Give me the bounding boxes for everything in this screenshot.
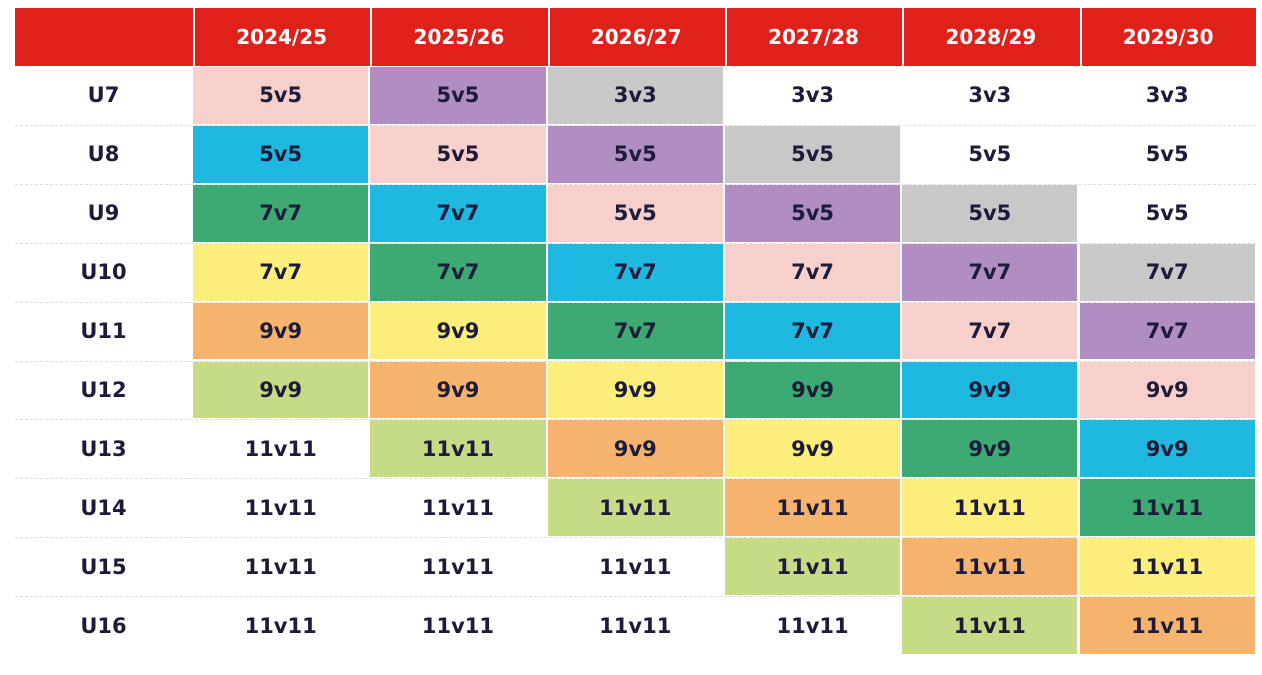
table-cell: 11v11 xyxy=(547,479,723,537)
table-cell: 5v5 xyxy=(193,67,369,124)
column-header: 2027/28 xyxy=(724,8,901,66)
table-cell: 9v9 xyxy=(902,361,1078,419)
row-separator xyxy=(15,183,1256,185)
column-header: 2029/30 xyxy=(1079,8,1255,66)
row-label: U9 xyxy=(87,201,120,226)
table-cell: 7v7 xyxy=(902,243,1078,301)
table-cell: 11v11 xyxy=(370,538,546,596)
table-cell: 5v5 xyxy=(547,184,723,242)
table-cell: 7v7 xyxy=(547,302,723,360)
table-cell: 11v11 xyxy=(370,597,546,654)
table-cell: 11v11 xyxy=(193,538,369,596)
table-cell: 11v11 xyxy=(370,479,546,537)
table-cell: 5v5 xyxy=(370,125,546,183)
table-cell: 7v7 xyxy=(724,302,901,360)
table-cell: 9v9 xyxy=(902,420,1078,478)
row-label: U10 xyxy=(80,260,127,285)
table-cell: 11v11 xyxy=(724,597,901,654)
table-cell: 7v7 xyxy=(902,302,1078,360)
table-cell: 11v11 xyxy=(193,420,369,478)
row-separator xyxy=(15,124,1256,126)
table-cell: 3v3 xyxy=(1079,67,1255,124)
row-label: U14 xyxy=(80,495,127,520)
column-header: 2025/26 xyxy=(370,8,546,66)
table-cell: 5v5 xyxy=(1079,184,1255,242)
table-cell: 9v9 xyxy=(370,302,546,360)
table-cell: 7v7 xyxy=(370,243,546,301)
table-cell: 5v5 xyxy=(370,67,546,124)
row-label: U8 xyxy=(87,142,120,167)
table-cell: 11v11 xyxy=(724,479,901,537)
table-cell: 11v11 xyxy=(1079,479,1255,537)
table-cell: 7v7 xyxy=(370,184,546,242)
row-label: U7 xyxy=(87,83,120,108)
row-separator xyxy=(15,360,1256,362)
table-cell: 7v7 xyxy=(193,184,369,242)
table-cell: 3v3 xyxy=(724,67,901,124)
table-cell: 11v11 xyxy=(193,597,369,654)
table-cell: 11v11 xyxy=(902,597,1078,654)
table-cell: 5v5 xyxy=(724,125,901,183)
column-header: 2024/25 xyxy=(193,8,369,66)
table-cell: 9v9 xyxy=(193,361,369,419)
row-label: U15 xyxy=(80,554,127,579)
row-separator xyxy=(15,301,1256,303)
row-label: U13 xyxy=(80,436,127,461)
table-cell: 11v11 xyxy=(724,538,901,596)
column-header: 2028/29 xyxy=(902,8,1078,66)
table-cell: 7v7 xyxy=(193,243,369,301)
table-cell: 11v11 xyxy=(1079,538,1255,596)
table-cell: 9v9 xyxy=(547,361,723,419)
table-cell: 9v9 xyxy=(547,420,723,478)
table-cell: 9v9 xyxy=(1079,420,1255,478)
table-cell: 9v9 xyxy=(193,302,369,360)
table-cell: 11v11 xyxy=(902,538,1078,596)
table-cell: 9v9 xyxy=(1079,361,1255,419)
table-cell: 9v9 xyxy=(724,361,901,419)
table-cell: 5v5 xyxy=(1079,125,1255,183)
row-label: U11 xyxy=(80,319,127,344)
table-cell: 9v9 xyxy=(724,420,901,478)
table-cell: 7v7 xyxy=(1079,302,1255,360)
table-cell: 7v7 xyxy=(1079,243,1255,301)
table-cell: 3v3 xyxy=(547,67,723,124)
table-cell: 7v7 xyxy=(547,243,723,301)
table-cell: 9v9 xyxy=(370,361,546,419)
table-cell: 11v11 xyxy=(902,479,1078,537)
row-label: U12 xyxy=(80,377,127,402)
column-header: 2026/27 xyxy=(547,8,723,66)
row-label: U16 xyxy=(80,613,127,638)
row-separator xyxy=(15,596,1256,598)
table-cell: 3v3 xyxy=(902,67,1078,124)
table-cell: 7v7 xyxy=(724,243,901,301)
table-cell: 5v5 xyxy=(724,184,901,242)
row-separator xyxy=(15,478,1256,480)
row-separator xyxy=(15,419,1256,421)
table-cell: 5v5 xyxy=(193,125,369,183)
table-cell: 11v11 xyxy=(370,420,546,478)
row-separator xyxy=(15,537,1256,539)
table-cell: 5v5 xyxy=(902,125,1078,183)
table-cell: 11v11 xyxy=(193,479,369,537)
table-cell: 11v11 xyxy=(547,597,723,654)
row-separator xyxy=(15,242,1256,244)
table-cell: 5v5 xyxy=(547,125,723,183)
table-cell: 11v11 xyxy=(547,538,723,596)
table-cell: 11v11 xyxy=(1079,597,1255,654)
table-cell: 5v5 xyxy=(902,184,1078,242)
